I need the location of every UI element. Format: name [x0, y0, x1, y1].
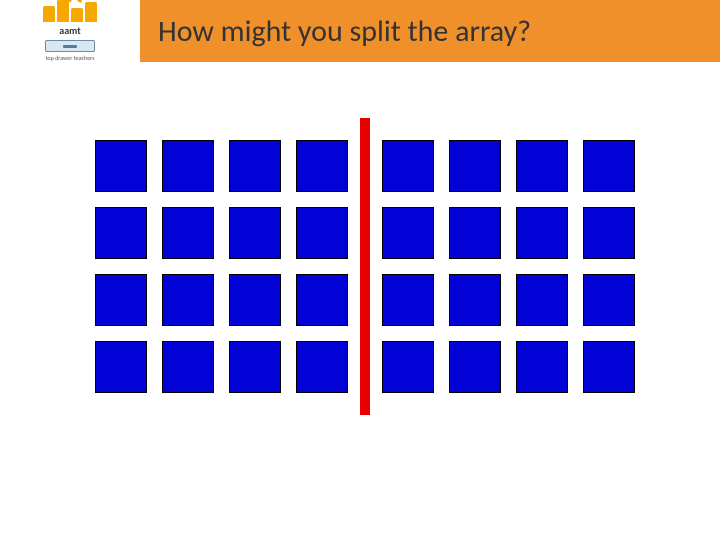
array-cell — [95, 341, 147, 393]
array-cell — [296, 341, 348, 393]
logo-box: aamt top drawer teachers — [0, 0, 140, 62]
array-cell — [296, 140, 348, 192]
array-cell — [382, 207, 434, 259]
logo-text: aamt — [59, 24, 80, 37]
array-cell — [382, 140, 434, 192]
logo-bar-icon — [43, 6, 55, 22]
drawer-icon — [45, 40, 95, 52]
array-cell — [296, 207, 348, 259]
array-cell — [95, 140, 147, 192]
array-cell — [516, 207, 568, 259]
array-cell — [583, 341, 635, 393]
array-cell — [229, 140, 281, 192]
logo-aamt-bars — [43, 0, 97, 22]
array-cell — [95, 274, 147, 326]
array-cell — [449, 140, 501, 192]
array-cell — [296, 274, 348, 326]
array-cell — [449, 274, 501, 326]
array-cell — [516, 140, 568, 192]
header-bar: aamt top drawer teachers How might you s… — [0, 0, 720, 62]
array-cell — [229, 207, 281, 259]
logo-bar-icon — [71, 8, 83, 22]
array-cell — [95, 207, 147, 259]
page-title: How might you split the array? — [140, 13, 720, 50]
logo-bar-icon — [85, 2, 97, 22]
array-left-grid — [95, 140, 348, 393]
logo-tagline: top drawer teachers — [45, 54, 94, 62]
array-cell — [162, 341, 214, 393]
array-cell — [382, 341, 434, 393]
logo-bar-icon — [57, 0, 69, 22]
array-cell — [162, 207, 214, 259]
array-cell — [583, 140, 635, 192]
array-cell — [516, 274, 568, 326]
array-cell — [449, 341, 501, 393]
array-cell — [583, 207, 635, 259]
array-cell — [449, 207, 501, 259]
array-right-grid — [382, 140, 635, 393]
array-cell — [516, 341, 568, 393]
array-cell — [162, 140, 214, 192]
array-cell — [162, 274, 214, 326]
array-diagram — [95, 140, 635, 393]
array-cell — [229, 341, 281, 393]
array-cell — [382, 274, 434, 326]
array-divider — [360, 118, 370, 415]
array-cell — [229, 274, 281, 326]
array-cell — [583, 274, 635, 326]
